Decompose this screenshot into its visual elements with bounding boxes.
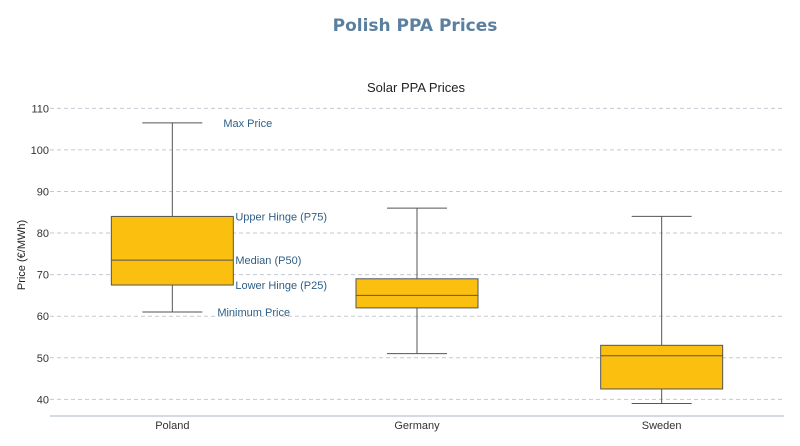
box-layer (110, 122, 724, 405)
y-tick-label: 100 (31, 145, 49, 157)
y-tick-label: 90 (37, 186, 49, 198)
y-tick-label: 40 (37, 394, 49, 406)
iqr-box (355, 278, 479, 309)
annotation-layer: Max Price Upper Hinge (P75) Median (P50) Lo… (217, 118, 327, 319)
box-poland (110, 122, 234, 313)
annotation-lower-hinge: Lower Hinge (P25) (235, 280, 327, 292)
y-tick-label: 50 (37, 353, 49, 365)
box-germany (355, 207, 479, 355)
iqr-box (600, 344, 724, 390)
page-title: Polish PPA Prices (332, 16, 498, 36)
y-axis-label: Price (€/MWh) (16, 220, 28, 290)
annotation-min-price: Minimum Price (217, 307, 290, 319)
y-tick-label: 80 (37, 228, 49, 240)
annotation-median: Median (P50) (235, 255, 301, 267)
chart-subtitle: Solar PPA Prices (367, 80, 466, 95)
x-tick-label: Poland (155, 420, 189, 432)
y-tick-label: 60 (37, 311, 49, 323)
x-tick-label: Germany (394, 420, 440, 432)
iqr-box (110, 215, 234, 286)
y-tick-label: 70 (37, 270, 49, 282)
x-tick-label: Sweden (642, 420, 682, 432)
annotation-upper-hinge: Upper Hinge (P75) (235, 211, 327, 223)
box-sweden (600, 215, 724, 405)
annotation-max-price: Max Price (223, 118, 272, 130)
y-tick-label: 110 (31, 103, 49, 115)
